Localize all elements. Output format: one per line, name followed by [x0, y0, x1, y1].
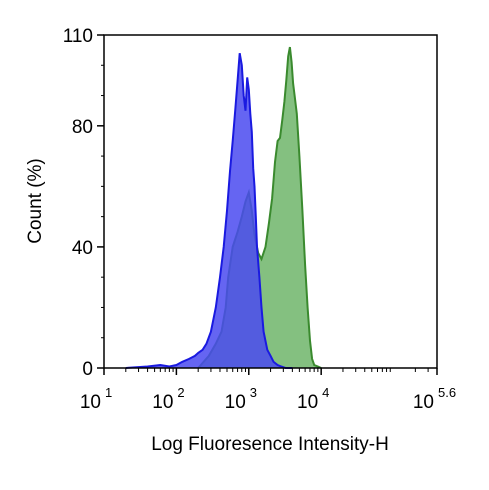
x-axis-title: Log Fluoresence Intensity-H	[151, 434, 389, 455]
x-tick-label-2: 10 3	[225, 385, 257, 413]
x-tick-label-base: 10	[413, 392, 434, 413]
x-tick-label-base: 10	[152, 392, 173, 413]
series-layer	[125, 46, 322, 369]
x-tick-label-base: 10	[80, 392, 101, 413]
ticks-layer	[97, 34, 438, 375]
x-tick-label-exponent: 5.6	[438, 385, 456, 400]
x-tick-label-exponent: 1	[105, 385, 112, 400]
series-area-1	[125, 53, 293, 368]
x-tick-label-exponent: 4	[322, 385, 329, 400]
x-tick-label-exponent: 2	[177, 385, 184, 400]
x-tick-label-1: 10 2	[152, 385, 184, 413]
x-tick-label-0: 10 1	[80, 385, 112, 413]
y-axis-title: Count (%)	[25, 158, 46, 244]
x-tick-label-base: 10	[225, 392, 246, 413]
x-tick-label-4: 10 5.6	[413, 385, 456, 413]
y-tick-label-0: 0	[82, 359, 93, 380]
x-tick-label-base: 10	[297, 392, 318, 413]
x-tick-label-exponent: 3	[250, 385, 257, 400]
y-tick-label-1: 40	[72, 238, 93, 259]
x-tick-label-3: 10 4	[297, 385, 329, 413]
series-line-1	[125, 53, 293, 369]
y-tick-label-3: 110	[63, 26, 93, 47]
y-tick-label-2: 80	[72, 117, 93, 138]
